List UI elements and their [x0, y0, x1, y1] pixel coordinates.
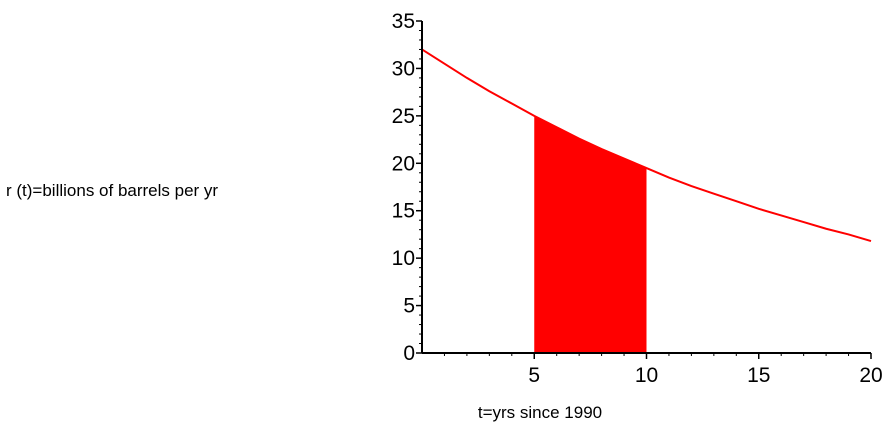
y-axis-title: r (t)=billions of barrels per yr: [6, 181, 218, 200]
y-tick-label: 5: [403, 295, 415, 318]
x-tick-label: 20: [859, 364, 882, 387]
x-tick-label: 5: [528, 364, 540, 387]
y-tick-label: 30: [392, 57, 415, 80]
shaded-area: [534, 115, 647, 353]
y-tick-label: 0: [403, 342, 415, 365]
x-tick-label: 10: [635, 364, 658, 387]
x-axis-title: t=yrs since 1990: [478, 403, 602, 422]
y-tick-label: 25: [392, 105, 415, 128]
x-tick-label: 15: [747, 364, 770, 387]
y-tick-label: 35: [392, 10, 415, 33]
y-tick-label: 10: [392, 247, 415, 270]
y-tick-label: 15: [392, 200, 415, 223]
plot-area: 0 5 10 15 20 25 30 35 5 10 15 20: [392, 10, 883, 387]
y-tick-label: 20: [392, 152, 415, 175]
series-line: [421, 48, 872, 243]
